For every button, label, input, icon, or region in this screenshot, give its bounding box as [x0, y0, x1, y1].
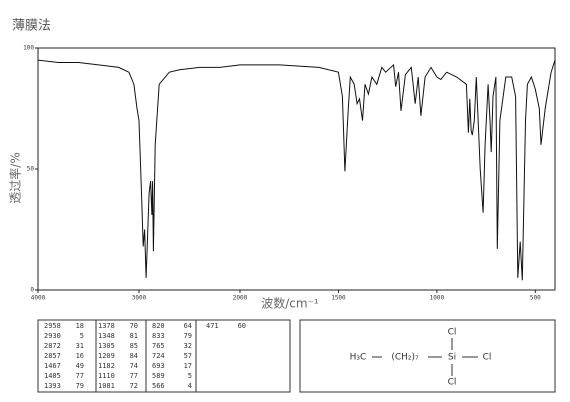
structure-chain: (CH₂)₇: [391, 353, 419, 363]
peak-transmittance: 5: [80, 332, 84, 340]
peak-transmittance: 72: [130, 382, 138, 390]
peak-wavenumber: 1378: [98, 322, 115, 330]
peak-transmittance: 77: [76, 372, 84, 380]
peak-wavenumber: 1305: [98, 342, 115, 350]
peak-wavenumber: 724: [152, 352, 165, 360]
peak-wavenumber: 765: [152, 342, 165, 350]
peak-wavenumber: 820: [152, 322, 165, 330]
x-tick-label: 500: [530, 295, 541, 302]
x-tick-label: 4000: [31, 295, 46, 302]
peak-transmittance: 85: [130, 342, 138, 350]
peak-wavenumber: 2872: [44, 342, 61, 350]
structure-frame: [299, 319, 556, 393]
x-tick-label: 1000: [430, 295, 445, 302]
structure-left: H₃C: [350, 353, 367, 363]
peak-wavenumber: 1467: [44, 362, 61, 370]
spectrum-line: [37, 59, 556, 281]
peak-transmittance: 70: [130, 322, 138, 330]
structure-bottom: Cl: [448, 378, 457, 388]
x-tick-label: 2000: [233, 295, 248, 302]
peak-transmittance: 49: [76, 362, 84, 370]
peak-wavenumber: 566: [152, 382, 165, 390]
peak-transmittance: 60: [238, 322, 246, 330]
peak-wavenumber: 2857: [44, 352, 61, 360]
peak-transmittance: 74: [130, 362, 138, 370]
peak-transmittance: 17: [184, 362, 192, 370]
peak-wavenumber: 471: [206, 322, 219, 330]
y-tick-label: 50: [27, 166, 35, 173]
chart-title: 薄膜法: [12, 19, 51, 34]
peak-transmittance: 64: [184, 322, 192, 330]
peak-wavenumber: 1393: [44, 382, 61, 390]
y-axis-label: 透过率/%: [8, 152, 23, 203]
peak-transmittance: 81: [130, 332, 138, 340]
peak-wavenumber: 1182: [98, 362, 115, 370]
peak-wavenumber: 2958: [44, 322, 61, 330]
peak-transmittance: 5: [188, 372, 192, 380]
peak-transmittance: 84: [130, 352, 138, 360]
peak-wavenumber: 1405: [44, 372, 61, 380]
peak-wavenumber: 2930: [44, 332, 61, 340]
peak-table-frame: [37, 319, 291, 393]
peak-wavenumber: 589: [152, 372, 165, 380]
y-tick-label: 100: [23, 45, 34, 52]
x-tick-label: 1500: [331, 295, 346, 302]
peak-transmittance: 79: [184, 332, 192, 340]
peak-wavenumber: 833: [152, 332, 165, 340]
peak-transmittance: 79: [76, 382, 84, 390]
structure-top: Cl: [448, 328, 457, 338]
peak-transmittance: 31: [76, 342, 84, 350]
peak-transmittance: 32: [184, 342, 192, 350]
peak-wavenumber: 1110: [98, 372, 115, 380]
structure-center: Si: [448, 353, 456, 363]
peak-wavenumber: 693: [152, 362, 165, 370]
peak-transmittance: 4: [188, 382, 192, 390]
peak-wavenumber: 1209: [98, 352, 115, 360]
structure-right: Cl: [483, 353, 492, 363]
x-axis-label: 波数/cm⁻¹: [261, 296, 319, 311]
plot-frame: [37, 47, 556, 291]
peak-wavenumber: 1081: [98, 382, 115, 390]
y-tick-label: 0: [30, 287, 34, 294]
x-tick-label: 3000: [132, 295, 147, 302]
peak-wavenumber: 1348: [98, 332, 115, 340]
peak-transmittance: 18: [76, 322, 84, 330]
peak-transmittance: 77: [130, 372, 138, 380]
peak-transmittance: 57: [184, 352, 192, 360]
peak-transmittance: 16: [76, 352, 84, 360]
